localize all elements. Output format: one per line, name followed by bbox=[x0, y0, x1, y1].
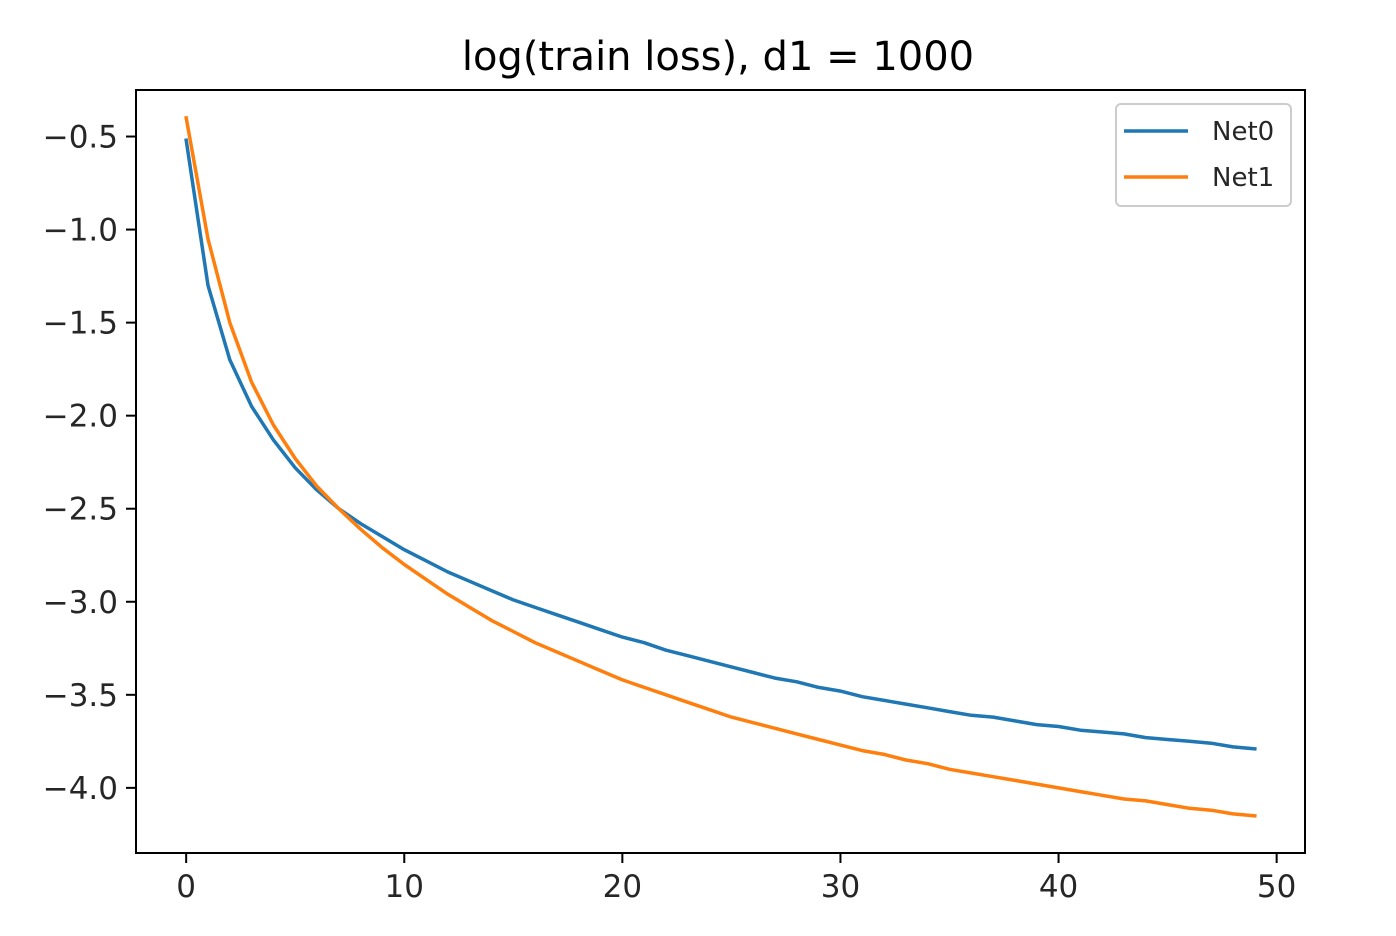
x-tick-label: 0 bbox=[176, 869, 196, 905]
y-tick-label: −3.5 bbox=[43, 678, 118, 714]
y-tick-label: −3.0 bbox=[43, 585, 118, 621]
series-layer bbox=[184, 115, 1257, 818]
x-tick-label: 30 bbox=[821, 869, 860, 905]
x-tick-label: 20 bbox=[603, 869, 642, 905]
y-tick-label: −4.0 bbox=[43, 771, 118, 807]
axis-layer: 0 10 20 30 40 50 −0.5 −1.0 −1.5 −2.0 −2.5 −3.0 −3.5 −… bbox=[43, 120, 1297, 905]
legend-label-net1: Net1 bbox=[1212, 163, 1274, 193]
series-line-net0 bbox=[184, 138, 1257, 751]
x-tick-label: 50 bbox=[1257, 869, 1296, 905]
plot-frame bbox=[135, 89, 1306, 854]
y-tick-label: −1.5 bbox=[43, 306, 118, 342]
x-tick-label: 10 bbox=[385, 869, 424, 905]
legend-label-net0: Net0 bbox=[1212, 117, 1274, 147]
y-tick-label: −0.5 bbox=[43, 120, 118, 156]
chart-title: log(train loss), d1 = 1000 bbox=[462, 34, 974, 80]
y-tick-label: −1.0 bbox=[43, 213, 118, 249]
series-line-net1 bbox=[184, 115, 1257, 818]
y-tick-label: −2.0 bbox=[43, 399, 118, 435]
legend: Net0 Net1 bbox=[1115, 103, 1292, 207]
y-tick-label: −2.5 bbox=[43, 492, 118, 528]
x-tick-label: 40 bbox=[1039, 869, 1078, 905]
